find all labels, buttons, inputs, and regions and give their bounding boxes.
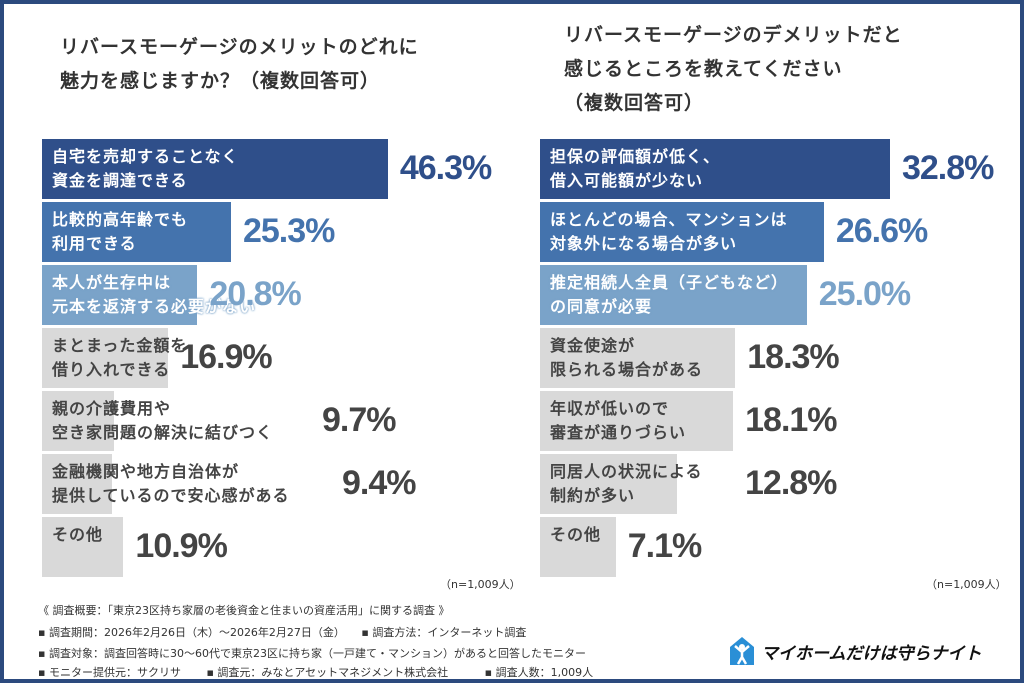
bar-value-label: 7.1% <box>627 527 702 565</box>
bar-label: 同居人の状況による 制約が多い <box>550 462 703 505</box>
bar-value-label: 12.8% <box>745 464 837 502</box>
bar-value-label: 18.1% <box>745 401 837 439</box>
bar-label: その他 <box>550 525 602 544</box>
bar-value-label: 46.3% <box>399 149 492 187</box>
bar-label: 年収が低いので 審査が通りづらい <box>550 399 687 442</box>
bar-value-label: 32.8% <box>901 149 994 187</box>
bar-label: 資金使途が 限られる場合がある <box>550 336 704 379</box>
bar <box>42 454 113 514</box>
bar-label: その他 <box>52 525 104 544</box>
house-person-icon <box>730 637 754 665</box>
right-sample-size: （n=1,009人） <box>926 578 1007 591</box>
left-sample-size: （n=1,009人） <box>440 578 521 591</box>
bar <box>540 517 616 577</box>
bar-label: 本人が生存中は 元本を返済する必要がない <box>52 273 257 316</box>
bar-value-label: 20.8% <box>209 275 301 313</box>
bar-label: まとまった金額を 借り入れできる <box>52 336 188 379</box>
bar-label: ほとんどの場合、マンションは 対象外になる場合が多い <box>550 210 788 253</box>
bar <box>42 391 115 451</box>
bar <box>42 139 388 199</box>
bar <box>42 202 231 262</box>
bar-label: 担保の評価額が低く、 借入可能額が少ない <box>550 147 721 190</box>
bar-value-label: 9.7% <box>322 401 396 439</box>
survey-overview: 《 調査概要：「東京23区持ち家層の老後資金と住まいの資産活用」に関する調査 》 <box>38 604 450 617</box>
bar-label: 比較的高年齢でも 利用できる <box>52 210 189 253</box>
survey-period: ▪ 調査期間：2026年2月26日（木）～2026年2月27日（金） ▪ 調査方… <box>38 626 527 639</box>
bar <box>540 265 807 325</box>
infographic: リバースモーゲージのメリットのどれに 魅力を感じますか？（複数回答可） リバース… <box>4 4 1020 679</box>
bar-value-label: 10.9% <box>135 527 227 565</box>
left-chart-title: リバースモーゲージのメリットのどれに 魅力を感じますか？（複数回答可） <box>60 36 419 92</box>
bar-label: 金融機関や地方自治体が 提供しているので安心感がある <box>52 462 290 505</box>
bar <box>540 139 890 199</box>
brand-logo: マイホームだけは守らナイト <box>729 636 982 666</box>
right-chart-title: リバースモーゲージのデメリットだと 感じるところを教えてください （複数回答可） <box>564 24 903 114</box>
survey-target: ▪ 調査対象：調査回答時に30～60代で東京23区に持ち家（一戸建て・マンション… <box>38 647 586 660</box>
bar-value-label: 25.3% <box>242 212 335 250</box>
bar <box>540 454 677 514</box>
bar <box>42 328 169 388</box>
bar <box>540 391 734 451</box>
bar-value-label: 18.3% <box>747 338 839 376</box>
bar-label: 親の介護費用や 空き家問題の解決に結びつく <box>52 399 274 442</box>
logo-text: マイホームだけは守らナイト <box>761 643 982 664</box>
bar <box>540 202 824 262</box>
bar-label: 自宅を売却することなく 資金を調達できる <box>52 147 239 190</box>
bar <box>42 265 198 325</box>
bar-value-label: 25.0% <box>818 275 911 313</box>
bar-value-label: 16.9% <box>180 338 272 376</box>
bar-value-label: 26.6% <box>835 212 928 250</box>
bar-value-label: 9.4% <box>342 464 416 502</box>
bar <box>540 328 736 388</box>
survey-source: ▪ モニター提供元：サクリサ ▪ 調査元：みなとアセットマネジメント株式会社 ▪… <box>38 666 594 679</box>
bar <box>42 517 124 577</box>
bar-label: 推定相続人全員（子どもなど） の同意が必要 <box>550 273 789 316</box>
